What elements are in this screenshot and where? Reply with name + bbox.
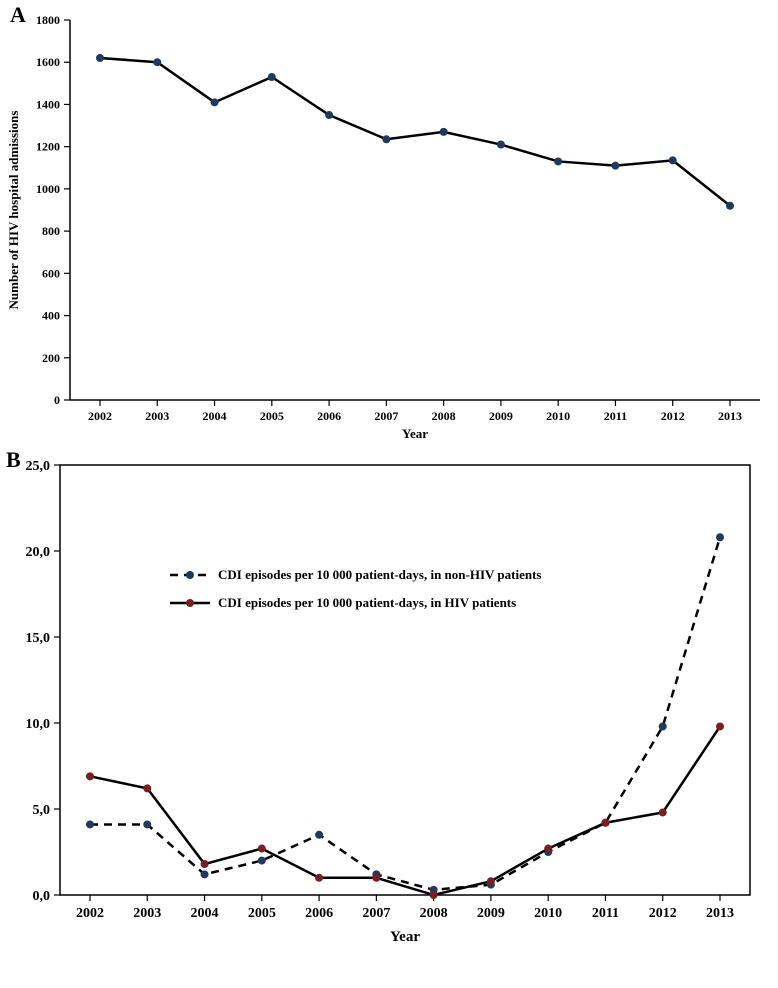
svg-text:Year: Year bbox=[402, 426, 428, 441]
svg-text:2013: 2013 bbox=[718, 409, 742, 423]
svg-text:2012: 2012 bbox=[661, 409, 685, 423]
svg-text:400: 400 bbox=[42, 309, 60, 323]
svg-text:2003: 2003 bbox=[133, 906, 161, 921]
svg-text:20,0: 20,0 bbox=[26, 545, 51, 560]
svg-text:2002: 2002 bbox=[76, 906, 104, 921]
svg-text:1800: 1800 bbox=[36, 13, 60, 27]
svg-text:Number of HIV hospital admissi: Number of HIV hospital admissions bbox=[6, 111, 21, 310]
svg-text:2008: 2008 bbox=[432, 409, 456, 423]
svg-text:B: B bbox=[6, 447, 21, 472]
svg-text:600: 600 bbox=[42, 266, 60, 280]
svg-text:Year: Year bbox=[390, 929, 420, 945]
svg-text:2013: 2013 bbox=[706, 906, 734, 921]
svg-text:2007: 2007 bbox=[362, 906, 390, 921]
svg-text:2005: 2005 bbox=[248, 906, 276, 921]
svg-text:CDI episodes per 10 000 patien: CDI episodes per 10 000 patient-days, in… bbox=[218, 595, 516, 610]
chart-a-svg: 0 200 400 600 800 1000 1200 1400 1600 1800 2002 200… bbox=[0, 0, 778, 445]
svg-text:2008: 2008 bbox=[420, 906, 448, 921]
svg-text:2009: 2009 bbox=[477, 906, 505, 921]
svg-text:2003: 2003 bbox=[145, 409, 169, 423]
svg-text:5,0: 5,0 bbox=[33, 803, 51, 818]
svg-text:800: 800 bbox=[42, 224, 60, 238]
svg-text:0: 0 bbox=[54, 393, 60, 407]
svg-text:2009: 2009 bbox=[489, 409, 513, 423]
svg-text:CDI episodes per 10 000 patien: CDI episodes per 10 000 patient-days, in… bbox=[218, 567, 541, 582]
figure-container: 0 200 400 600 800 1000 1200 1400 1600 1800 2002 200… bbox=[0, 0, 778, 950]
svg-text:2011: 2011 bbox=[604, 409, 627, 423]
svg-text:200: 200 bbox=[42, 351, 60, 365]
svg-text:2006: 2006 bbox=[317, 409, 341, 423]
panel-a: 0 200 400 600 800 1000 1200 1400 1600 1800 2002 200… bbox=[0, 0, 778, 445]
svg-text:1000: 1000 bbox=[36, 182, 60, 196]
svg-text:15,0: 15,0 bbox=[26, 631, 51, 646]
svg-text:2012: 2012 bbox=[649, 906, 677, 921]
svg-text:10,0: 10,0 bbox=[26, 717, 51, 732]
svg-text:2004: 2004 bbox=[203, 409, 227, 423]
svg-text:2010: 2010 bbox=[546, 409, 570, 423]
panel-b: 0,0 5,0 10,0 15,0 20,0 25,0 2002 2003 2004 2005 20… bbox=[0, 445, 778, 950]
svg-text:2011: 2011 bbox=[592, 906, 619, 921]
svg-text:1400: 1400 bbox=[36, 97, 60, 111]
svg-text:25,0: 25,0 bbox=[26, 459, 51, 474]
svg-text:A: A bbox=[10, 2, 26, 27]
svg-text:1200: 1200 bbox=[36, 140, 60, 154]
svg-text:2006: 2006 bbox=[305, 906, 333, 921]
svg-text:2005: 2005 bbox=[260, 409, 284, 423]
chart-b-svg: 0,0 5,0 10,0 15,0 20,0 25,0 2002 2003 2004 2005 20… bbox=[0, 445, 778, 950]
svg-text:1600: 1600 bbox=[36, 55, 60, 69]
svg-text:0,0: 0,0 bbox=[33, 889, 51, 904]
svg-text:2004: 2004 bbox=[191, 906, 219, 921]
svg-text:2002: 2002 bbox=[88, 409, 112, 423]
svg-text:2007: 2007 bbox=[374, 409, 398, 423]
svg-text:2010: 2010 bbox=[534, 906, 562, 921]
